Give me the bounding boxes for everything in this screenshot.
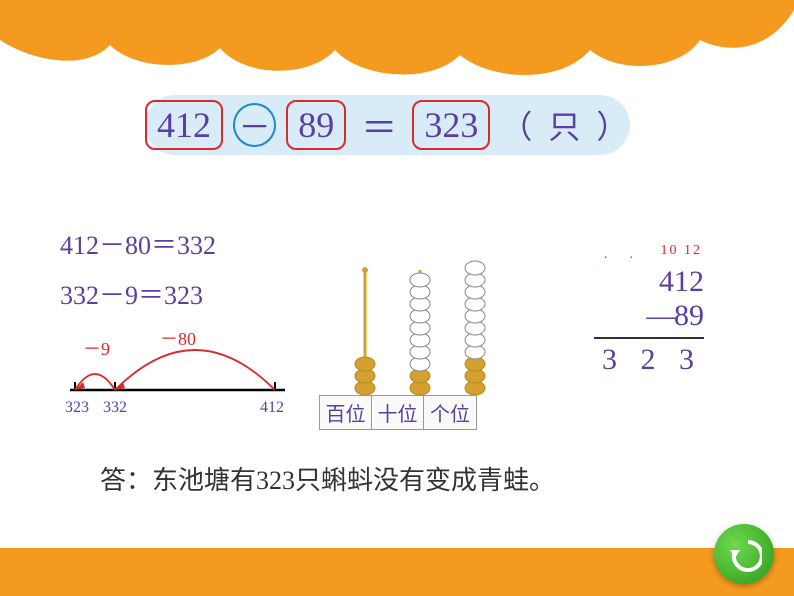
column-bottom: 89 [674,299,704,332]
equation-pill: 412 － 89 ＝ 323 （ 只 ） [145,95,630,155]
calc-line [594,337,704,339]
operand2-box: 89 [286,100,346,150]
step-2: 332－9＝323 [60,275,203,312]
bottom-bar [0,548,794,596]
result-box: 323 [412,100,490,150]
svg-text:412: 412 [260,399,284,416]
borrow-dots: .. [604,247,655,263]
equals-sign: ＝ [356,99,402,151]
column-minus: — [647,299,667,333]
unit-text: （ 只 ） [500,102,630,148]
number-line: －9 －80 323 332 412 [65,320,295,420]
abacus-labels: 百位 十位 个位 [319,395,477,430]
svg-text:332: 332 [103,399,127,416]
top-decoration [0,0,794,80]
back-button[interactable] [714,524,774,584]
svg-text:－9: －9 [83,339,110,359]
abacus-label-hundreds: 百位 [320,396,372,429]
back-arrow-icon [726,536,762,572]
answer-text: 答：东池塘有323只蝌蚪没有变成青蛙。 [100,460,555,497]
column-top: 412 [659,265,704,298]
column-result: 3 2 3 [594,343,704,377]
abacus-label-ones: 个位 [424,396,476,429]
step-1: 412－80＝332 [60,225,216,262]
abacus-label-tens: 十位 [372,396,424,429]
svg-text:－80: －80 [160,329,196,349]
operand1-box: 412 [145,100,223,150]
column-calculation: .. 10 12 412 — 89 3 2 3 [594,265,704,377]
operator-circle: － [233,103,276,147]
svg-text:323: 323 [65,399,89,416]
borrow-marks: 10 12 [661,243,703,259]
